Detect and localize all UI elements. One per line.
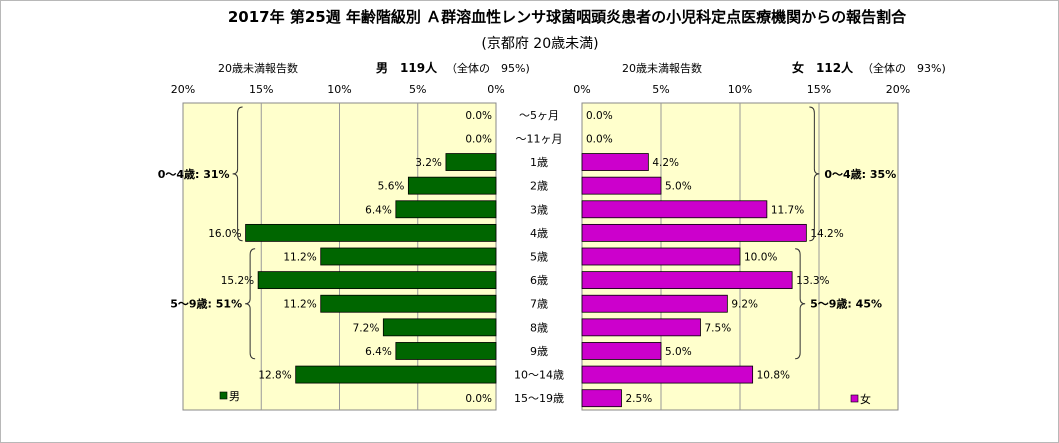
right-tick-label: 15% [807,83,831,96]
female-data-label: 5.0% [665,181,692,193]
male-data-label: 11.2% [283,299,316,311]
category-label: 4歳 [530,227,548,240]
female-data-label: 10.0% [744,252,777,264]
male-bar [320,294,497,313]
left-tick-label: 5% [409,83,426,96]
left-tick-label: 10% [327,83,351,96]
right-tick-label: 5% [652,83,669,96]
male-group-bracket [245,248,256,360]
female-bar [581,271,793,290]
male-group-bracket [232,106,243,242]
left-tick-label: 0% [487,83,504,96]
female-group-label: 5～9歳: 45% [810,297,882,311]
female-data-label: 10.8% [757,370,790,382]
female-data-label: 5.0% [665,346,692,358]
female-legend: 女 [850,392,871,406]
category-label: 9歳 [530,345,548,358]
male-data-label: 11.2% [283,252,316,264]
chart-subtitle: (京都府 20歳未満) [481,36,598,52]
male-bar [407,176,497,195]
category-label: 3歳 [530,203,548,216]
female-data-label: 7.5% [705,322,732,334]
male-data-label: 7.2% [353,322,380,334]
male-data-label: 0.0% [465,133,492,145]
female-bar [581,200,768,219]
female-bar [581,294,728,313]
female-group-label: 0～4歳: 35% [824,167,896,181]
female-data-label: 13.3% [796,275,829,287]
male-data-label: 0.0% [465,393,492,405]
female-group-bracket [809,106,820,242]
female-data-label: 14.2% [810,228,843,240]
male-data-label: 5.6% [378,181,405,193]
female-bar [581,342,662,360]
male-bar [382,318,497,337]
category-label: 10～14歳 [514,369,564,382]
male-data-label: 16.0% [208,228,241,240]
female-bar [581,223,807,242]
male-bar [445,153,497,171]
age-group-brackets: 0～4歳: 31% 5～9歳: 51% 0～4歳: 35% 5～9歳: 45% [158,106,896,360]
female-group-bracket [795,248,806,360]
category-labels: ～5ヶ月 ～11ヶ月 1歳 2歳 3歳 4歳 5歳 6歳 7歳 8歳 9歳 10～14歳 15～19歳 [514,109,564,405]
female-header-summary: 女 112人 [792,60,854,75]
male-bar [395,200,497,219]
male-group-label: 0～4歳: 31% [158,167,230,181]
female-bar [581,153,649,171]
male-bar [257,271,497,290]
male-data-label: 0.0% [465,110,492,122]
category-label: 1歳 [530,156,548,169]
female-bar [581,365,754,384]
male-header-share: （全体の 95%) [446,61,530,75]
female-data-label: 11.7% [771,204,804,216]
male-bar [245,223,497,242]
category-label: 5歳 [530,251,548,264]
male-legend-label: 男 [229,390,240,403]
x-axis-ticks: 0% 5% 10% 15% 20% 0% 5% 10% 15% 20% [171,83,910,96]
female-bar [581,318,701,337]
category-label: 15～19歳 [514,392,564,405]
data-labels: 0.0% 0.0% 3.2% 5.6% 6.4% 16.0% 11.2% 15.2% 11.2%… [208,110,843,405]
male-data-label: 3.2% [415,157,442,169]
female-legend-swatch [850,394,859,403]
female-header-count-label: 20歳未満報告数 [622,62,702,75]
male-legend-swatch [219,391,228,400]
category-label: 2歳 [530,180,548,193]
female-bar [581,389,622,408]
female-bar [581,176,662,195]
male-bar [320,247,497,266]
left-tick-label: 15% [249,83,273,96]
male-legend: 男 [219,390,240,403]
right-tick-label: 20% [886,83,910,96]
female-data-label: 0.0% [586,110,613,122]
right-tick-label: 0% [573,83,590,96]
female-header-share: （全体の 93%) [862,61,946,75]
female-data-label: 4.2% [652,157,679,169]
male-bar [295,365,497,384]
male-data-label: 6.4% [365,346,392,358]
female-bar [581,247,741,266]
category-label: 7歳 [530,298,548,311]
female-data-label: 9.2% [731,299,758,311]
left-tick-label: 20% [171,83,195,96]
male-data-label: 6.4% [365,204,392,216]
chart-title: 2017年 第25週 年齢階級別 Ａ群溶血性レンサ球菌咽頭炎患者の小児科定点医療… [228,8,907,26]
category-label: ～11ヶ月 [516,132,563,145]
male-header-count-label: 20歳未満報告数 [218,62,298,75]
female-legend-label: 女 [860,392,871,406]
category-label: 8歳 [530,321,548,334]
female-data-label: 2.5% [626,393,653,405]
male-data-label: 15.2% [221,275,254,287]
male-data-label: 12.8% [258,370,291,382]
right-tick-label: 10% [728,83,752,96]
category-label: ～5ヶ月 [519,109,559,122]
bars [245,153,807,408]
female-data-label: 0.0% [586,133,613,145]
male-header-summary: 男 119人 [376,60,438,75]
category-label: 6歳 [530,274,548,287]
male-bar [395,342,497,360]
male-group-label: 5～9歳: 51% [170,297,242,311]
